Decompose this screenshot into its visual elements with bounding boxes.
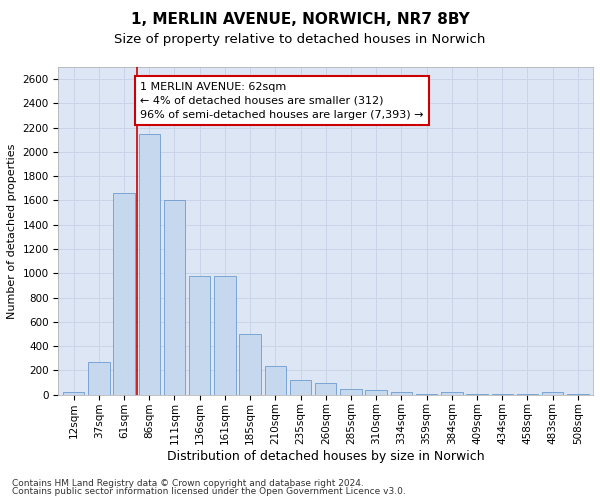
Y-axis label: Number of detached properties: Number of detached properties [7,143,17,318]
Text: 1, MERLIN AVENUE, NORWICH, NR7 8BY: 1, MERLIN AVENUE, NORWICH, NR7 8BY [131,12,469,28]
Bar [139,134,160,394]
Bar [214,276,236,394]
Text: Contains HM Land Registry data © Crown copyright and database right 2024.: Contains HM Land Registry data © Crown c… [12,478,364,488]
Bar [542,392,563,394]
Text: Size of property relative to detached houses in Norwich: Size of property relative to detached ho… [115,32,485,46]
Bar [164,200,185,394]
Text: Contains public sector information licensed under the Open Government Licence v3: Contains public sector information licen… [12,487,406,496]
Bar [189,276,211,394]
Text: 1 MERLIN AVENUE: 62sqm
← 4% of detached houses are smaller (312)
96% of semi-det: 1 MERLIN AVENUE: 62sqm ← 4% of detached … [140,82,424,120]
Bar [265,366,286,394]
X-axis label: Distribution of detached houses by size in Norwich: Distribution of detached houses by size … [167,450,485,463]
Bar [315,383,337,394]
Bar [63,392,85,394]
Bar [441,392,463,394]
Bar [365,390,387,394]
Bar [113,193,135,394]
Bar [290,380,311,394]
Bar [88,362,110,394]
Bar [391,392,412,394]
Bar [239,334,261,394]
Bar [340,388,362,394]
